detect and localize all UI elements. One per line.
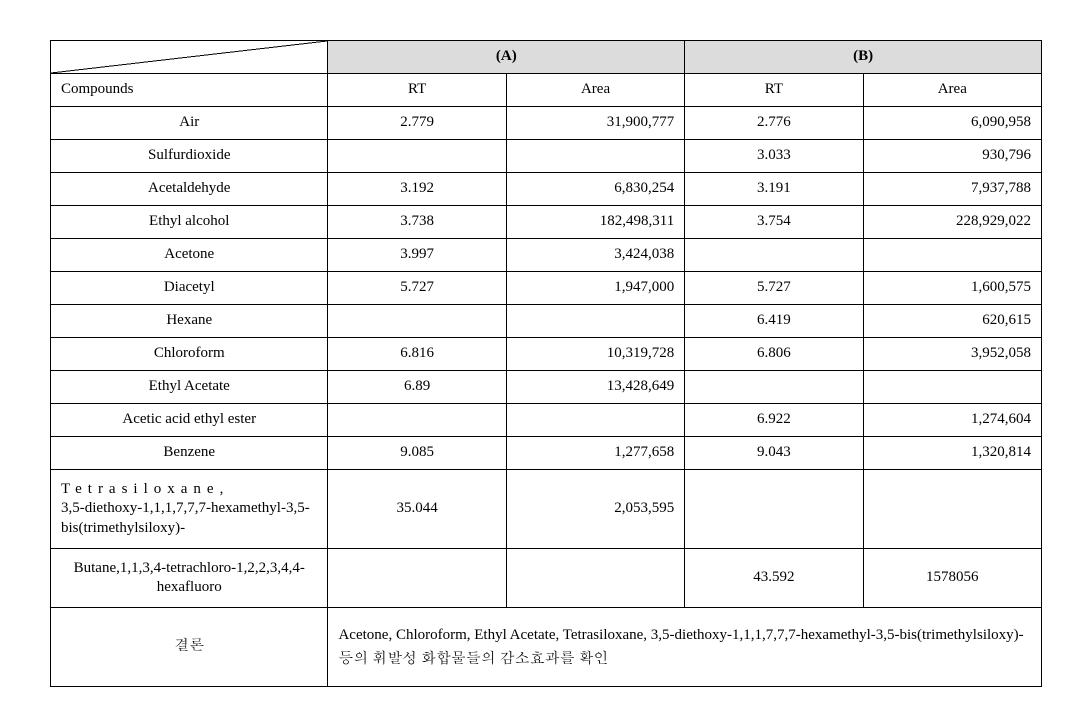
cell-a-area	[506, 305, 684, 338]
cell-b-area: 1,600,575	[863, 272, 1041, 305]
table-row: Acetaldehyde3.1926,830,2543.1917,937,788	[51, 173, 1042, 206]
table-row: Ethyl alcohol3.738182,498,3113.754228,92…	[51, 206, 1042, 239]
cell-a-rt	[328, 140, 506, 173]
compound-name: Acetaldehyde	[51, 173, 328, 206]
cell-a-rt	[328, 549, 506, 608]
cell-b-rt: 2.776	[685, 107, 863, 140]
cell-b-rt: 3.033	[685, 140, 863, 173]
table-row: Air2.77931,900,7772.7766,090,958	[51, 107, 1042, 140]
cell-b-rt: 6.419	[685, 305, 863, 338]
conclusion-label: 결론	[51, 608, 328, 687]
conclusion-row: 결론 Acetone, Chloroform, Ethyl Acetate, T…	[51, 608, 1042, 687]
cell-a-area: 3,424,038	[506, 239, 684, 272]
compound-name: Acetic acid ethyl ester	[51, 404, 328, 437]
table-row: Benzene9.0851,277,6589.0431,320,814	[51, 437, 1042, 470]
cell-b-area: 228,929,022	[863, 206, 1041, 239]
table-row: Acetone3.9973,424,038	[51, 239, 1042, 272]
compound-name: Chloroform	[51, 338, 328, 371]
cell-a-area: 182,498,311	[506, 206, 684, 239]
col-b-area: Area	[863, 74, 1041, 107]
cell-a-rt: 6.816	[328, 338, 506, 371]
group-a-header: (A)	[328, 41, 685, 74]
cell-a-area	[506, 549, 684, 608]
compound-name: Tetrasiloxane, 3,5-diethoxy-1,1,1,7,7,7-…	[51, 470, 328, 549]
cell-a-area: 13,428,649	[506, 371, 684, 404]
tetra-line1: Tetrasiloxane,	[61, 481, 229, 497]
cell-b-rt: 3.191	[685, 173, 863, 206]
cell-b-rt: 6.922	[685, 404, 863, 437]
cell-b-area: 3,952,058	[863, 338, 1041, 371]
cell-b-rt: 6.806	[685, 338, 863, 371]
compounds-table: (A) (B) Compounds RT Area RT Area Air2.7…	[50, 40, 1042, 687]
cell-b-area	[863, 239, 1041, 272]
butane-row: Butane,1,1,3,4-tetrachloro-1,2,2,3,4,4-h…	[51, 549, 1042, 608]
cell-b-rt: 3.754	[685, 206, 863, 239]
table-row: Hexane 6.419620,615	[51, 305, 1042, 338]
diagonal-cell	[51, 41, 328, 74]
table-row: Ethyl Acetate6.8913,428,649	[51, 371, 1042, 404]
compound-name: Benzene	[51, 437, 328, 470]
compound-name: Air	[51, 107, 328, 140]
cell-b-area: 930,796	[863, 140, 1041, 173]
col-a-rt: RT	[328, 74, 506, 107]
compound-name: Hexane	[51, 305, 328, 338]
cell-b-area: 1,274,604	[863, 404, 1041, 437]
cell-a-rt: 3.192	[328, 173, 506, 206]
compound-name: Ethyl Acetate	[51, 371, 328, 404]
conclusion-text: Acetone, Chloroform, Ethyl Acetate, Tetr…	[328, 608, 1042, 687]
cell-a-rt: 9.085	[328, 437, 506, 470]
compound-name: Diacetyl	[51, 272, 328, 305]
cell-b-rt: 43.592	[685, 549, 863, 608]
compound-name: Sulfurdioxide	[51, 140, 328, 173]
header-row-1: (A) (B)	[51, 41, 1042, 74]
cell-a-area: 2,053,595	[506, 470, 684, 549]
cell-b-rt	[685, 371, 863, 404]
cell-a-rt: 3.738	[328, 206, 506, 239]
compounds-header: Compounds	[51, 74, 328, 107]
cell-b-area: 1578056	[863, 549, 1041, 608]
cell-a-rt: 3.997	[328, 239, 506, 272]
col-a-area: Area	[506, 74, 684, 107]
cell-b-area: 1,320,814	[863, 437, 1041, 470]
compound-name: Acetone	[51, 239, 328, 272]
compound-name: Butane,1,1,3,4-tetrachloro-1,2,2,3,4,4-h…	[51, 549, 328, 608]
cell-a-area: 1,947,000	[506, 272, 684, 305]
cell-a-rt: 6.89	[328, 371, 506, 404]
cell-a-area	[506, 140, 684, 173]
cell-a-area	[506, 404, 684, 437]
cell-a-area: 31,900,777	[506, 107, 684, 140]
cell-a-area: 10,319,728	[506, 338, 684, 371]
cell-b-rt: 5.727	[685, 272, 863, 305]
table-row: Chloroform6.81610,319,7286.8063,952,058	[51, 338, 1042, 371]
cell-a-area: 6,830,254	[506, 173, 684, 206]
cell-b-area	[863, 371, 1041, 404]
tetra-rest: 3,5-diethoxy-1,1,1,7,7,7-hexamethyl-3,5-…	[61, 500, 310, 536]
tetra-row: Tetrasiloxane, 3,5-diethoxy-1,1,1,7,7,7-…	[51, 470, 1042, 549]
cell-b-rt	[685, 470, 863, 549]
cell-a-rt	[328, 404, 506, 437]
cell-a-rt: 2.779	[328, 107, 506, 140]
cell-b-rt	[685, 239, 863, 272]
cell-a-rt: 5.727	[328, 272, 506, 305]
cell-a-rt: 35.044	[328, 470, 506, 549]
col-b-rt: RT	[685, 74, 863, 107]
cell-b-area: 620,615	[863, 305, 1041, 338]
compound-name: Ethyl alcohol	[51, 206, 328, 239]
cell-b-area	[863, 470, 1041, 549]
header-row-2: Compounds RT Area RT Area	[51, 74, 1042, 107]
group-b-header: (B)	[685, 41, 1042, 74]
cell-b-area: 7,937,788	[863, 173, 1041, 206]
table-row: Diacetyl5.7271,947,0005.7271,600,575	[51, 272, 1042, 305]
cell-a-area: 1,277,658	[506, 437, 684, 470]
cell-b-rt: 9.043	[685, 437, 863, 470]
table-row: Sulfurdioxide 3.033930,796	[51, 140, 1042, 173]
table-row: Acetic acid ethyl ester 6.9221,274,604	[51, 404, 1042, 437]
cell-a-rt	[328, 305, 506, 338]
cell-b-area: 6,090,958	[863, 107, 1041, 140]
